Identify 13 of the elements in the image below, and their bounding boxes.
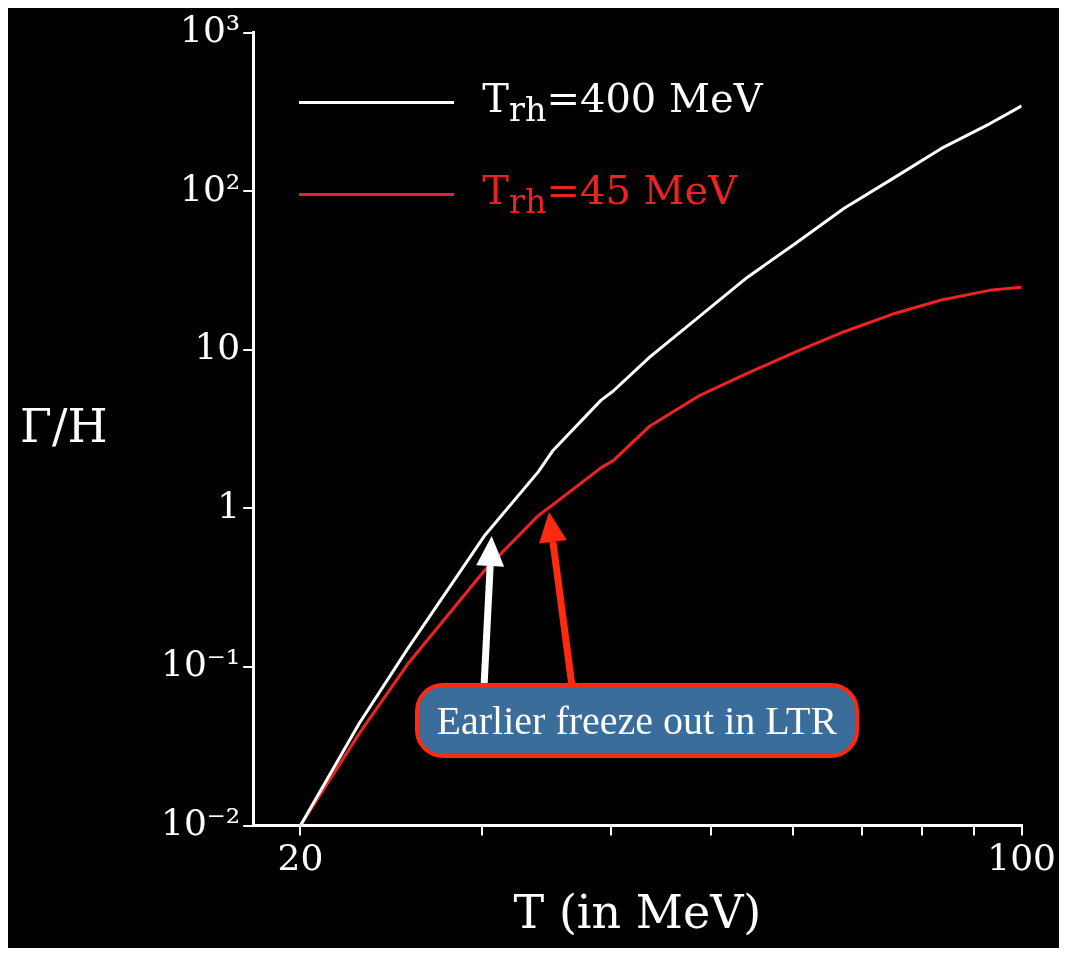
x-tick-label: 100 bbox=[987, 836, 1056, 878]
y-tick-label: 10² bbox=[179, 167, 241, 209]
x-axis-title: T (in MeV) bbox=[513, 885, 762, 940]
y-tick-label: 10³ bbox=[179, 8, 241, 50]
annotation: Earlier freeze out in LTR bbox=[414, 682, 860, 758]
legend-label: T$_{rh}$=45 MeV bbox=[482, 167, 738, 222]
y-tick-label: 10⁻¹ bbox=[160, 643, 241, 685]
y-tick-label: 10 bbox=[194, 326, 241, 368]
y-tick-label: 10⁻² bbox=[160, 801, 241, 843]
legend-label: T$_{rh}$=400 MeV bbox=[482, 75, 763, 130]
x-tick-label: 20 bbox=[277, 836, 324, 878]
y-axis-title: Γ/H bbox=[20, 399, 108, 454]
y-tick-label: 1 bbox=[217, 484, 241, 526]
